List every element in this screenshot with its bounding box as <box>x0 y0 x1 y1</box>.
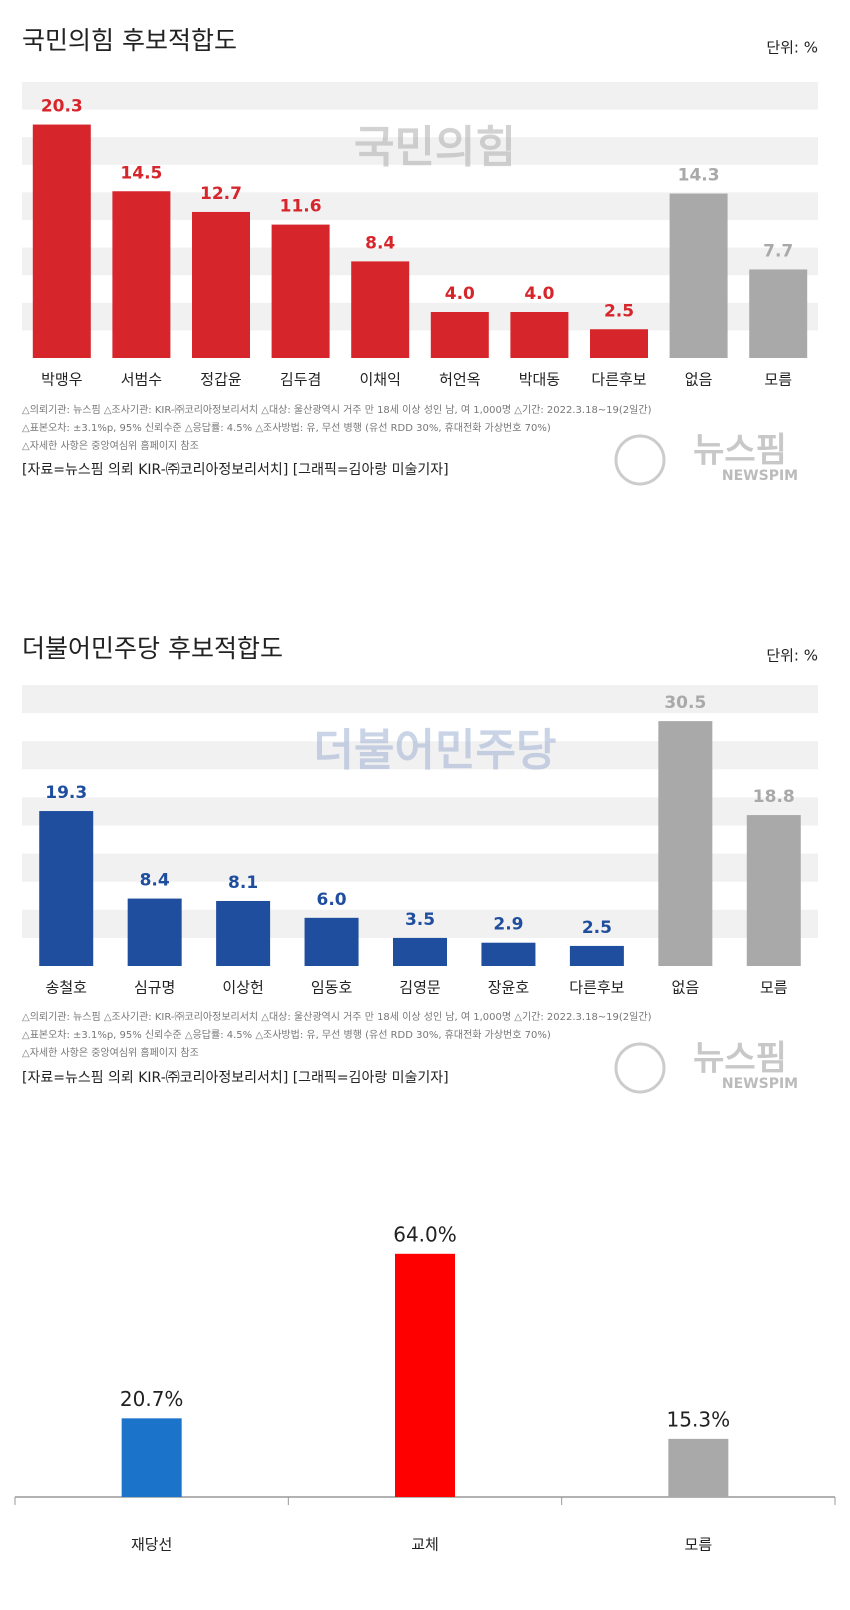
footnote: △자세한 사항은 중앙여심위 홈페이지 참조 <box>22 1046 199 1059</box>
chart-title: 더불어민주당 후보적합도 <box>22 634 283 663</box>
category-label: 서범수 <box>121 371 162 389</box>
category-label: 재당선 <box>131 1536 172 1554</box>
unit-label: 단위: % <box>766 39 818 57</box>
category-label: 이상헌 <box>222 979 263 997</box>
category-label: 모름 <box>764 371 792 389</box>
background-stripe <box>22 685 818 714</box>
bar <box>746 815 801 966</box>
bar <box>127 898 182 966</box>
value-label: 8.1 <box>228 873 258 893</box>
footnote: △표본오차: ±3.1%p, 95% 신뢰수준 △응답률: 4.5% △조사방법… <box>22 1029 551 1041</box>
value-label: 4.0 <box>524 284 554 304</box>
category-label: 박맹우 <box>41 371 83 389</box>
bar <box>749 269 808 358</box>
logo: 뉴스핌 <box>693 1039 787 1079</box>
value-label: 12.7 <box>200 184 242 204</box>
category-label: 심규명 <box>134 979 175 997</box>
bar <box>39 811 94 966</box>
category-label: 박대동 <box>519 371 561 389</box>
category-label: 없음 <box>672 979 700 997</box>
bar <box>569 945 624 966</box>
logo-mark <box>614 1042 666 1094</box>
bar <box>669 193 728 358</box>
footnote: △의뢰기관: 뉴스핌 △조사기관: KIR-㈜코리아정보리서치 △대상: 울산광… <box>22 403 652 416</box>
category-label: 없음 <box>685 371 713 389</box>
value-label: 30.5 <box>664 693 706 713</box>
bar <box>481 942 536 966</box>
watermark: 더불어민주당 <box>314 725 557 776</box>
value-label: 2.9 <box>493 915 523 935</box>
logo-mark <box>614 434 666 486</box>
category-label: 모름 <box>685 1536 713 1554</box>
background-stripe <box>22 82 818 110</box>
footnote: △표본오차: ±3.1%p, 95% 신뢰수준 △응답률: 4.5% △조사방법… <box>22 422 551 434</box>
category-label: 모름 <box>760 979 788 997</box>
value-label: 64.0% <box>393 1222 457 1246</box>
value-label: 14.5 <box>120 163 162 183</box>
category-label: 다른후보 <box>591 371 646 389</box>
logo-sub: NEWSPIM <box>722 468 798 484</box>
value-label: 2.5 <box>582 918 612 938</box>
watermark: 국민의힘 <box>354 122 516 173</box>
value-label: 20.3 <box>41 97 83 117</box>
unit-label: 단위: % <box>766 647 818 665</box>
bar <box>216 900 271 966</box>
category-label: 김두겸 <box>280 371 321 389</box>
bar <box>271 224 330 358</box>
category-label: 교체 <box>411 1536 439 1554</box>
category-label: 다른후보 <box>569 979 624 997</box>
bar <box>192 211 250 358</box>
source-note: [자료=뉴스핌 의뢰 KIR-㈜코리아정보리서치] [그래픽=김아랑 미술기자] <box>22 1070 449 1086</box>
category-label: 허언옥 <box>439 371 480 389</box>
category-label: 송철호 <box>46 979 88 997</box>
bar <box>351 261 410 358</box>
value-label: 8.4 <box>365 233 395 253</box>
category-label: 김영문 <box>399 979 441 997</box>
value-label: 18.8 <box>753 787 795 807</box>
bar <box>510 312 569 358</box>
value-label: 19.3 <box>45 783 87 803</box>
bar <box>658 721 713 966</box>
bar <box>112 191 171 358</box>
footnote: △의뢰기관: 뉴스핌 △조사기관: KIR-㈜코리아정보리서치 △대상: 울산광… <box>22 1010 652 1023</box>
source-note: [자료=뉴스핌 의뢰 KIR-㈜코리아정보리서치] [그래픽=김아랑 미술기자] <box>22 462 449 478</box>
value-label: 20.7% <box>120 1387 184 1411</box>
bar <box>121 1418 182 1497</box>
category-label: 임동호 <box>311 979 353 997</box>
category-label: 장윤호 <box>488 979 530 997</box>
logo: 뉴스핌 <box>693 431 787 471</box>
value-label: 8.4 <box>140 871 170 891</box>
chart-title: 국민의힘 후보적합도 <box>22 26 237 55</box>
bar <box>32 124 91 358</box>
value-label: 6.0 <box>316 890 346 910</box>
value-label: 7.7 <box>763 241 793 261</box>
category-label: 이채익 <box>359 371 400 389</box>
bar <box>395 1253 455 1497</box>
bar <box>590 329 648 358</box>
category-label: 정갑윤 <box>200 371 242 389</box>
bar <box>668 1438 729 1497</box>
value-label: 14.3 <box>678 166 720 186</box>
value-label: 11.6 <box>280 197 322 217</box>
bar <box>430 312 489 358</box>
value-label: 2.5 <box>604 301 634 321</box>
value-label: 4.0 <box>445 284 475 304</box>
footnote: △자세한 사항은 중앙여심위 홈페이지 참조 <box>22 439 199 452</box>
bar <box>304 917 359 966</box>
bar <box>393 937 447 966</box>
value-label: 3.5 <box>405 910 435 930</box>
background-stripe <box>22 137 818 165</box>
value-label: 15.3% <box>667 1407 731 1431</box>
logo-sub: NEWSPIM <box>722 1076 798 1092</box>
